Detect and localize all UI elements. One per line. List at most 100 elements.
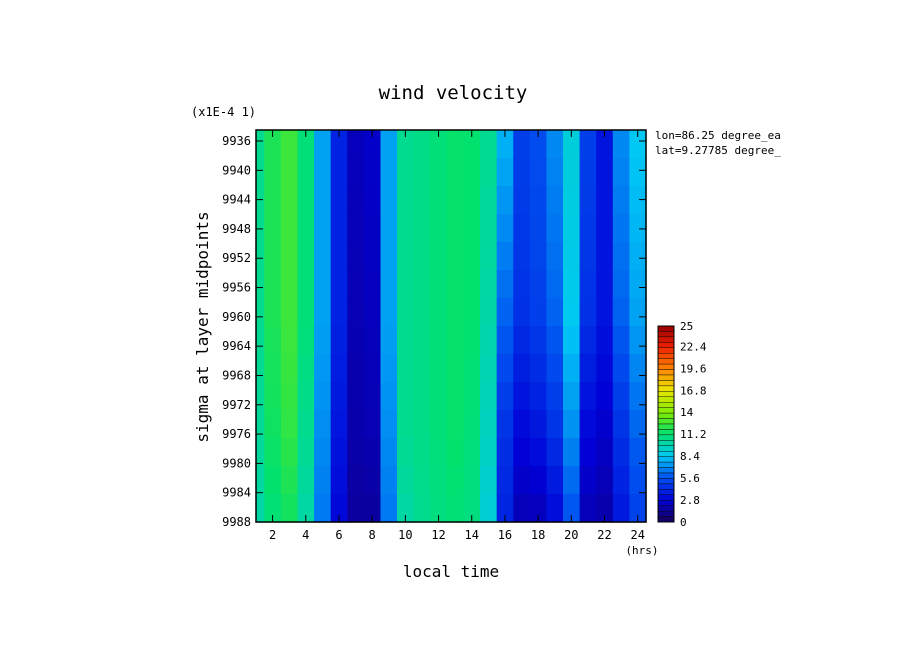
heatmap-cell bbox=[380, 494, 398, 523]
heatmap-cell bbox=[463, 382, 481, 411]
heatmap-cell bbox=[513, 466, 531, 495]
heatmap-cell bbox=[330, 270, 348, 299]
heatmap-cell bbox=[563, 270, 581, 299]
heatmap-cell bbox=[629, 354, 647, 383]
heatmap-cell bbox=[314, 130, 332, 159]
heatmap-cell bbox=[612, 410, 631, 439]
heatmap-cell bbox=[264, 382, 282, 411]
heatmap-cell bbox=[579, 354, 597, 383]
heatmap-cell bbox=[596, 466, 614, 495]
colorbar-tick-label: 16.8 bbox=[680, 384, 707, 397]
heatmap-cell bbox=[446, 242, 465, 271]
heatmap-cell bbox=[496, 298, 514, 327]
heatmap-cell bbox=[363, 354, 382, 383]
heatmap-cell bbox=[529, 130, 548, 159]
heatmap-cell bbox=[264, 494, 282, 523]
heatmap-cell bbox=[513, 326, 531, 355]
heatmap-cell bbox=[264, 354, 282, 383]
heatmap-cell bbox=[463, 270, 481, 299]
heatmap-cell bbox=[380, 438, 398, 467]
heatmap-cell bbox=[280, 494, 299, 523]
heatmap-cell bbox=[463, 326, 481, 355]
heatmap-cell bbox=[347, 130, 365, 159]
heatmap-cell bbox=[446, 186, 465, 215]
heatmap-cell bbox=[496, 466, 514, 495]
heatmap-cell bbox=[297, 130, 315, 159]
heatmap-cell bbox=[314, 270, 332, 299]
heatmap-cell bbox=[546, 438, 564, 467]
heatmap-cell bbox=[529, 298, 548, 327]
heatmap-cell bbox=[446, 130, 465, 159]
heatmap-cell bbox=[314, 214, 332, 243]
heatmap-cell bbox=[280, 158, 299, 187]
heatmap-cell bbox=[280, 410, 299, 439]
x-tick-label: 2 bbox=[269, 528, 276, 542]
heatmap-cell bbox=[363, 130, 382, 159]
heatmap-cell bbox=[496, 214, 514, 243]
heatmap-cell bbox=[397, 214, 415, 243]
heatmap-cell bbox=[579, 242, 597, 271]
heatmap-cell bbox=[430, 466, 448, 495]
heatmap-cell bbox=[629, 242, 647, 271]
heatmap-cell bbox=[430, 410, 448, 439]
heatmap-cell bbox=[463, 242, 481, 271]
heatmap-cell bbox=[596, 130, 614, 159]
x-axis-title: local time bbox=[403, 562, 499, 581]
heatmap-cell bbox=[496, 242, 514, 271]
heatmap-cell bbox=[579, 438, 597, 467]
heatmap-cell bbox=[513, 410, 531, 439]
heatmap-cell bbox=[413, 410, 431, 439]
heatmap-cell bbox=[347, 438, 365, 467]
heatmap-cell bbox=[380, 242, 398, 271]
heatmap-cell bbox=[363, 382, 382, 411]
heatmap-cell bbox=[330, 410, 348, 439]
heatmap-cell bbox=[529, 354, 548, 383]
heatmap-cell bbox=[480, 354, 498, 383]
heatmap-cell bbox=[463, 158, 481, 187]
heatmap-cell bbox=[256, 242, 265, 271]
heatmap-cell bbox=[579, 466, 597, 495]
heatmap-cell bbox=[264, 326, 282, 355]
heatmap-cell bbox=[314, 186, 332, 215]
heatmap-cell bbox=[347, 214, 365, 243]
heatmap-cell bbox=[256, 158, 265, 187]
heatmap-cell bbox=[264, 466, 282, 495]
y-tick-label: 9948 bbox=[222, 222, 251, 236]
colorbar-band bbox=[657, 358, 675, 365]
heatmap-cell bbox=[347, 410, 365, 439]
heatmap-cell bbox=[280, 214, 299, 243]
colorbar-tick-label: 8.4 bbox=[680, 450, 700, 463]
heatmap-cell bbox=[430, 130, 448, 159]
heatmap-cell bbox=[256, 270, 265, 299]
heatmap-cell bbox=[529, 382, 548, 411]
heatmap-cell bbox=[297, 494, 315, 523]
heatmap-cell bbox=[579, 298, 597, 327]
heatmap-cell bbox=[363, 270, 382, 299]
heatmap-cell bbox=[629, 270, 647, 299]
x-tick-label: 10 bbox=[398, 528, 412, 542]
heatmap-cell bbox=[297, 438, 315, 467]
y-tick-label: 9976 bbox=[222, 427, 251, 441]
heatmap-cell bbox=[264, 298, 282, 327]
heatmap-cell bbox=[563, 298, 581, 327]
heatmap-cell bbox=[397, 466, 415, 495]
heatmap-cell bbox=[330, 130, 348, 159]
heatmap-cell bbox=[446, 214, 465, 243]
heatmap-cell bbox=[513, 158, 531, 187]
heatmap-cell bbox=[496, 410, 514, 439]
heatmap-cell bbox=[430, 298, 448, 327]
heatmap-cell bbox=[256, 382, 265, 411]
heatmap-cell bbox=[430, 326, 448, 355]
heatmap-cell bbox=[563, 382, 581, 411]
heatmap-cell bbox=[612, 382, 631, 411]
chart-title: wind velocity bbox=[379, 82, 528, 104]
heatmap-cell bbox=[480, 214, 498, 243]
heatmap-cell bbox=[546, 354, 564, 383]
heatmap-cell bbox=[380, 382, 398, 411]
heatmap-cell bbox=[297, 270, 315, 299]
heatmap-cell bbox=[314, 410, 332, 439]
y-tick-label: 9960 bbox=[222, 310, 251, 324]
colorbar-band bbox=[657, 461, 675, 468]
colorbar-tick-label: 14 bbox=[680, 406, 694, 419]
